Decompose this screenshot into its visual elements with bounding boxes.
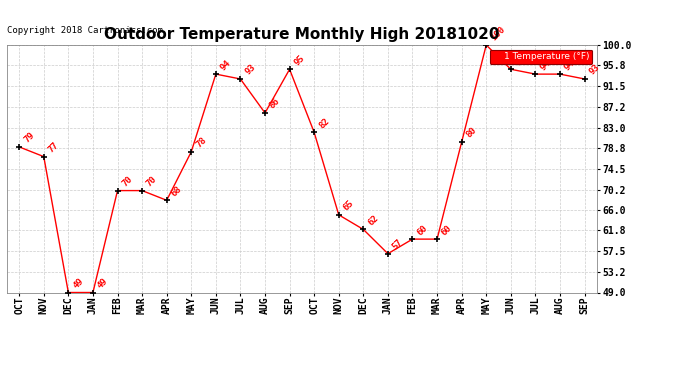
Text: 70: 70 bbox=[145, 174, 159, 188]
Text: 100: 100 bbox=[489, 25, 506, 43]
Text: 94: 94 bbox=[563, 58, 577, 72]
Text: 86: 86 bbox=[268, 97, 282, 111]
Text: 70: 70 bbox=[120, 174, 135, 188]
Text: 65: 65 bbox=[342, 199, 355, 213]
Legend: 1 Temperature (°F): 1 Temperature (°F) bbox=[490, 50, 592, 64]
Text: 79: 79 bbox=[22, 131, 36, 145]
Text: 49: 49 bbox=[71, 276, 85, 290]
Text: Copyright 2018 Cartronics.com: Copyright 2018 Cartronics.com bbox=[7, 26, 163, 35]
Text: 77: 77 bbox=[46, 141, 61, 154]
Text: 60: 60 bbox=[440, 223, 454, 237]
Text: 93: 93 bbox=[243, 63, 257, 77]
Text: 93: 93 bbox=[587, 63, 601, 77]
Text: 60: 60 bbox=[415, 223, 429, 237]
Text: 80: 80 bbox=[464, 126, 478, 140]
Text: 94: 94 bbox=[538, 58, 552, 72]
Text: 57: 57 bbox=[391, 237, 404, 252]
Text: 49: 49 bbox=[96, 276, 110, 290]
Text: 78: 78 bbox=[194, 136, 208, 150]
Text: 94: 94 bbox=[219, 58, 233, 72]
Text: 82: 82 bbox=[317, 116, 331, 130]
Text: 95: 95 bbox=[513, 53, 528, 67]
Title: Outdoor Temperature Monthly High 20181020: Outdoor Temperature Monthly High 2018102… bbox=[104, 27, 500, 42]
Text: 95: 95 bbox=[293, 53, 306, 67]
Text: 62: 62 bbox=[366, 213, 380, 227]
Text: 68: 68 bbox=[170, 184, 184, 198]
